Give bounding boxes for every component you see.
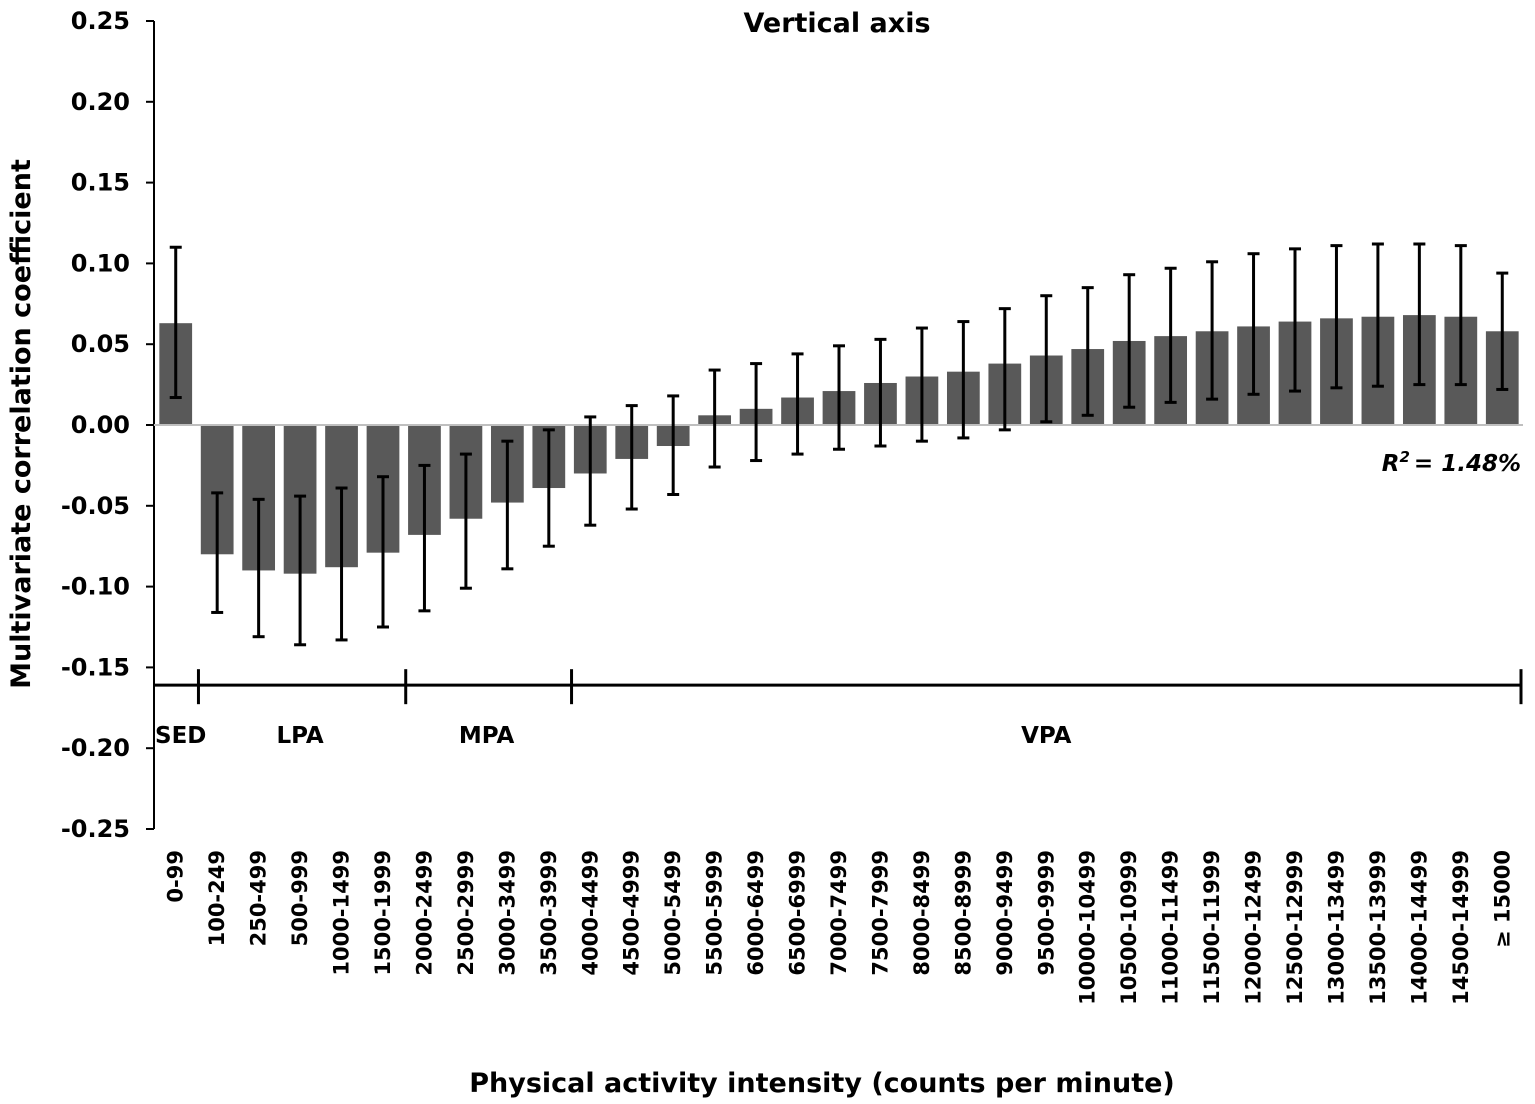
x-tick-label: 4000-4499 xyxy=(578,850,602,976)
x-tick-label: 3000-3499 xyxy=(495,850,519,976)
x-tick-label: 10000-10499 xyxy=(1076,850,1100,1005)
x-tick-label: 0-99 xyxy=(164,850,188,903)
x-axis-title: Physical activity intensity (counts per … xyxy=(469,1068,1175,1099)
x-tick-label: 6500-6999 xyxy=(786,850,810,976)
x-tick-label: 7500-7999 xyxy=(868,850,892,976)
x-tick-label: 14500-14999 xyxy=(1449,850,1473,1005)
x-tick-label: 14000-14499 xyxy=(1407,850,1431,1005)
y-tick-label: -0.10 xyxy=(61,573,130,601)
x-tick-label: 11500-11999 xyxy=(1200,850,1224,1005)
x-tick-label: ≥ 15000 xyxy=(1490,850,1514,948)
r-squared-symbol: R xyxy=(1382,451,1400,477)
zone-label: VPA xyxy=(1021,723,1072,749)
y-tick-label: -0.20 xyxy=(61,734,130,762)
x-tick-label: 11000-11499 xyxy=(1159,850,1183,1005)
y-tick-label: 0.00 xyxy=(71,411,130,439)
y-axis-title: Multivariate correlation coefficient xyxy=(6,159,37,689)
x-tick-label: 100-249 xyxy=(205,850,229,946)
r-squared-annotation: R2 = 1.48% xyxy=(1382,448,1521,477)
x-tick-label: 9500-9999 xyxy=(1034,850,1058,976)
y-tick-label: 0.25 xyxy=(71,7,130,35)
zone-label: MPA xyxy=(459,723,515,749)
x-tick-label: 5000-5499 xyxy=(661,850,685,976)
x-tick-label: 9000-9499 xyxy=(993,850,1017,976)
y-tick-label: 0.20 xyxy=(71,88,130,116)
zone-label: LPA xyxy=(276,723,323,749)
x-tick-label: 4500-4999 xyxy=(620,850,644,976)
y-tick-label: -0.15 xyxy=(61,653,130,681)
x-tick-label: 2500-2999 xyxy=(454,850,478,976)
y-tick-label: -0.25 xyxy=(61,815,130,843)
x-tick-label: 7000-7499 xyxy=(827,850,851,976)
x-tick-label: 250-499 xyxy=(247,850,271,946)
plot-area: 0.25 0.20 0.15 0.10 0.05 0.00 -0.05 -0.10 -0.15 -… xyxy=(61,7,1523,1005)
x-tick-label: 13000-13499 xyxy=(1324,850,1348,1005)
x-tick-label: 1000-1499 xyxy=(330,850,354,976)
x-tick-label: 500-999 xyxy=(288,850,312,946)
x-tick-label: 8500-8999 xyxy=(951,850,975,976)
x-tick-label: 10500-10999 xyxy=(1117,850,1141,1005)
x-tick-label: 3500-3999 xyxy=(537,850,561,976)
x-tick-label: 12000-12499 xyxy=(1242,850,1266,1005)
x-tick-label: 8000-8499 xyxy=(910,850,934,976)
x-tick-label: 13500-13999 xyxy=(1366,850,1390,1005)
y-tick-label: -0.05 xyxy=(61,492,130,520)
y-tick-label: 0.15 xyxy=(71,169,130,197)
y-tick-label: 0.05 xyxy=(71,330,130,358)
r-squared-superscript: 2 xyxy=(1399,448,1409,466)
chart-title: Vertical axis xyxy=(743,8,930,39)
x-tick-label: 6000-6499 xyxy=(744,850,768,976)
x-tick-label: 12500-12999 xyxy=(1283,850,1307,1005)
x-tick-label: 5500-5999 xyxy=(703,850,727,976)
x-tick-label: 1500-1999 xyxy=(371,850,395,976)
zone-label: SED xyxy=(155,723,206,749)
x-tick-label: 2000-2499 xyxy=(412,850,436,976)
y-tick-label: 0.10 xyxy=(71,249,130,277)
r-squared-value: = 1.48% xyxy=(1414,451,1521,477)
